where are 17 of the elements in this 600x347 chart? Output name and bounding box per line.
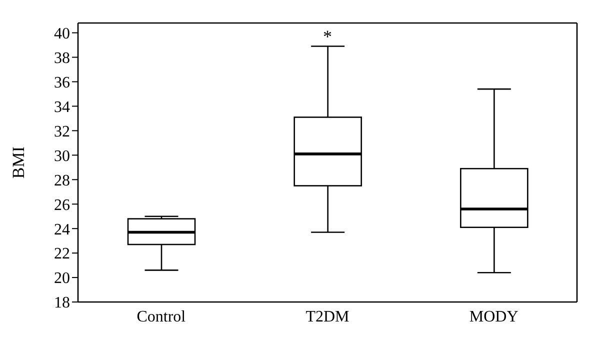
- y-tick-label: 38: [54, 50, 70, 67]
- y-tick-label: 22: [54, 246, 70, 263]
- y-tick-label: 32: [54, 123, 70, 140]
- annotation: *: [323, 26, 332, 46]
- x-tick-label: Control: [136, 308, 186, 326]
- y-tick-label: 26: [54, 196, 70, 214]
- y-tick-label: 28: [54, 172, 70, 190]
- y-tick-label: 18: [54, 294, 70, 312]
- y-tick-label: 34: [54, 98, 70, 116]
- y-tick-label: 24: [54, 221, 70, 238]
- x-tick-label: T2DM: [306, 308, 350, 326]
- y-tick-label: 40: [54, 25, 70, 42]
- y-tick-label: 36: [54, 74, 70, 92]
- y-tick-label: 20: [54, 270, 70, 288]
- y-tick-label: 30: [54, 148, 70, 165]
- x-tick-label: MODY: [469, 308, 519, 326]
- y-axis-title: BMI: [9, 146, 28, 179]
